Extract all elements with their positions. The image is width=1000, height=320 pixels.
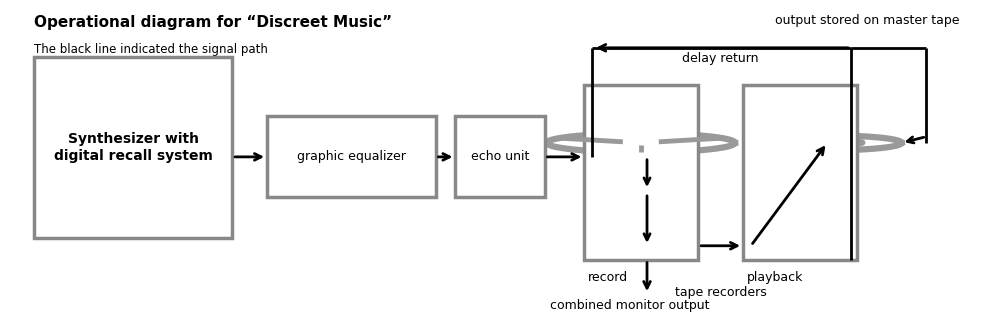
Text: output stored on master tape: output stored on master tape [775,13,959,27]
Bar [455,116,545,197]
Text: graphic equalizer: graphic equalizer [297,150,406,164]
Text: Synthesizer with
digital recall system: Synthesizer with digital recall system [54,132,213,163]
Bar [267,116,436,197]
Text: tape recorders: tape recorders [675,286,767,299]
Text: record: record [588,271,628,284]
Text: combined monitor output: combined monitor output [550,299,710,312]
Text: Operational diagram for “Discreet Music”: Operational diagram for “Discreet Music” [34,15,392,30]
Bar [584,85,698,260]
Text: The black line indicated the signal path: The black line indicated the signal path [34,43,268,56]
Text: delay return: delay return [682,52,759,66]
Text: echo unit: echo unit [471,150,529,164]
Text: playback: playback [747,271,803,284]
Bar [743,85,857,260]
Bar [34,57,232,238]
